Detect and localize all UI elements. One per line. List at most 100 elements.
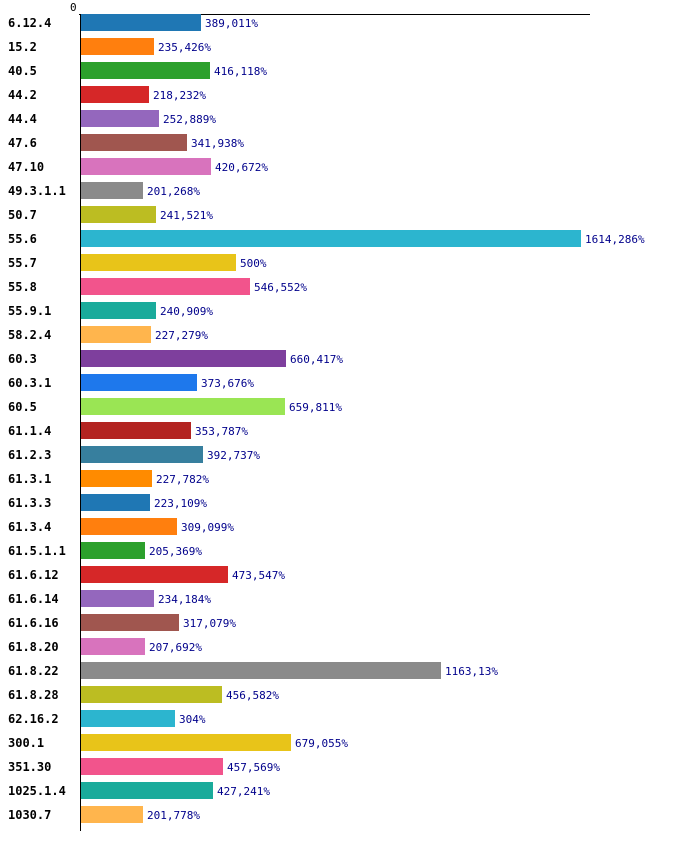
- bar: [81, 782, 213, 799]
- value-label: 223,109%: [154, 497, 207, 510]
- category-label: 1025.1.4: [8, 784, 66, 798]
- bar: [81, 110, 159, 127]
- bar-row: 61.3.1 227,782%: [0, 470, 700, 487]
- value-label: 659,811%: [289, 401, 342, 414]
- bar-row: 47.6 341,938%: [0, 134, 700, 151]
- category-label: 61.8.28: [8, 688, 59, 702]
- value-label: 500%: [240, 257, 267, 270]
- value-label: 353,787%: [195, 425, 248, 438]
- bar: [81, 278, 250, 295]
- value-label: 240,909%: [160, 305, 213, 318]
- bar: [81, 542, 145, 559]
- value-label: 679,055%: [295, 737, 348, 750]
- bar: [81, 614, 179, 631]
- value-label: 234,184%: [158, 593, 211, 606]
- category-label: 61.3.4: [8, 520, 52, 534]
- category-label: 44.2: [8, 88, 37, 102]
- category-label: 58.2.4: [8, 328, 52, 342]
- bar-row: 61.6.12 473,547%: [0, 566, 700, 583]
- bar-row: 55.6 1614,286%: [0, 230, 700, 247]
- category-label: 61.1.4: [8, 424, 52, 438]
- bar-row: 58.2.4 227,279%: [0, 326, 700, 343]
- bar-row: 49.3.1.1 201,268%: [0, 182, 700, 199]
- bar: [81, 254, 236, 271]
- bar: [81, 206, 156, 223]
- category-label: 61.6.16: [8, 616, 59, 630]
- category-label: 351.30: [8, 760, 52, 774]
- category-label: 60.3.1: [8, 376, 52, 390]
- bar-row: 1025.1.4 427,241%: [0, 782, 700, 799]
- bar-row: 60.5 659,811%: [0, 398, 700, 415]
- category-label: 1030.7: [8, 808, 52, 822]
- bar-row: 47.10 420,672%: [0, 158, 700, 175]
- bar: [81, 158, 211, 175]
- value-label: 427,241%: [217, 785, 270, 798]
- value-label: 546,552%: [254, 281, 307, 294]
- bar: [81, 662, 441, 679]
- bar-row: 60.3.1 373,676%: [0, 374, 700, 391]
- value-label: 373,676%: [201, 377, 254, 390]
- bar: [81, 734, 291, 751]
- value-label: 201,778%: [147, 809, 200, 822]
- value-label: 205,369%: [149, 545, 202, 558]
- bar-row: 61.6.16 317,079%: [0, 614, 700, 631]
- bar-row: 61.2.3 392,737%: [0, 446, 700, 463]
- value-label: 392,737%: [207, 449, 260, 462]
- bar-row: 55.7 500%: [0, 254, 700, 271]
- bar-row: 44.2 218,232%: [0, 86, 700, 103]
- bar: [81, 470, 152, 487]
- category-label: 47.6: [8, 136, 37, 150]
- category-label: 61.3.1: [8, 472, 52, 486]
- bar: [81, 758, 223, 775]
- category-label: 47.10: [8, 160, 45, 174]
- category-label: 6.12.4: [8, 16, 52, 30]
- bar: [81, 350, 286, 367]
- category-label: 49.3.1.1: [8, 184, 66, 198]
- value-label: 389,011%: [205, 17, 258, 30]
- bar-row: 61.8.20 207,692%: [0, 638, 700, 655]
- bar-row: 351.30 457,569%: [0, 758, 700, 775]
- category-label: 300.1: [8, 736, 45, 750]
- bar: [81, 326, 151, 343]
- bar-row: 1030.7 201,778%: [0, 806, 700, 823]
- category-label: 15.2: [8, 40, 37, 54]
- category-label: 62.16.2: [8, 712, 59, 726]
- bar-row: 44.4 252,889%: [0, 110, 700, 127]
- bar-row: 55.8 546,552%: [0, 278, 700, 295]
- value-label: 201,268%: [147, 185, 200, 198]
- bar: [81, 710, 175, 727]
- bar-row: 61.3.3 223,109%: [0, 494, 700, 511]
- bar: [81, 302, 156, 319]
- bar: [81, 38, 154, 55]
- value-label: 341,938%: [191, 137, 244, 150]
- x-axis-line: [79, 14, 590, 15]
- category-label: 55.7: [8, 256, 37, 270]
- value-label: 456,582%: [226, 689, 279, 702]
- bar-row: 61.6.14 234,184%: [0, 590, 700, 607]
- category-label: 60.3: [8, 352, 37, 366]
- category-label: 61.3.3: [8, 496, 52, 510]
- bar: [81, 182, 143, 199]
- value-label: 309,099%: [181, 521, 234, 534]
- bar-row: 61.8.22 1163,13%: [0, 662, 700, 679]
- bar: [81, 86, 149, 103]
- bar: [81, 374, 197, 391]
- bar-row: 15.2 235,426%: [0, 38, 700, 55]
- value-label: 660,417%: [290, 353, 343, 366]
- bar-row: 300.1 679,055%: [0, 734, 700, 751]
- bar: [81, 422, 191, 439]
- bar-row: 62.16.2 304%: [0, 710, 700, 727]
- category-label: 61.8.20: [8, 640, 59, 654]
- bar-row: 61.3.4 309,099%: [0, 518, 700, 535]
- value-label: 317,079%: [183, 617, 236, 630]
- value-label: 473,547%: [232, 569, 285, 582]
- category-label: 61.2.3: [8, 448, 52, 462]
- value-label: 457,569%: [227, 761, 280, 774]
- bar-row: 61.5.1.1 205,369%: [0, 542, 700, 559]
- category-label: 60.5: [8, 400, 37, 414]
- bar: [81, 518, 177, 535]
- value-label: 227,279%: [155, 329, 208, 342]
- bar-row: 50.7 241,521%: [0, 206, 700, 223]
- value-label: 1163,13%: [445, 665, 498, 678]
- category-label: 61.5.1.1: [8, 544, 66, 558]
